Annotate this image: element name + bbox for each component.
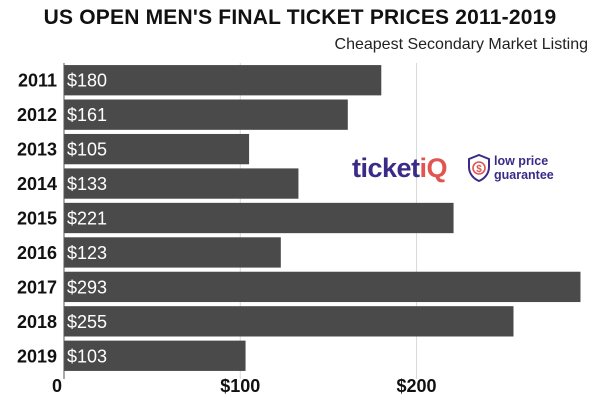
bar-2013 [64, 133, 250, 165]
bar-2019 [64, 340, 246, 371]
bar-2016 [64, 237, 281, 268]
data-label-2017: $293 [67, 277, 107, 297]
data-label-2015: $221 [67, 209, 107, 229]
bar-2018 [64, 306, 514, 337]
category-label-2011: 2011 [18, 71, 57, 91]
category-label-2019: 2019 [17, 346, 57, 366]
category-label-2016: 2016 [17, 243, 57, 263]
logo-tagline: low price guarantee [494, 154, 554, 182]
category-label-2014: 2014 [17, 174, 57, 194]
category-label-2012: 2012 [17, 105, 57, 125]
bar-2017 [64, 271, 581, 303]
category-label-2015: 2015 [17, 209, 57, 229]
x-tick-label-2: $200 [397, 376, 437, 396]
x-tick-label-1: $100 [220, 376, 260, 396]
category-label-2013: 2013 [17, 140, 57, 160]
data-label-2016: $123 [67, 243, 107, 263]
x-tick-label-0: 0 [52, 376, 62, 396]
data-label-2014: $133 [67, 174, 107, 194]
chart-title: US OPEN MEN'S FINAL TICKET PRICES 2011-2… [43, 6, 557, 29]
data-label-2018: $255 [67, 312, 107, 332]
bar-2014 [64, 168, 299, 199]
bar-2012 [64, 99, 348, 130]
chart-subtitle: Cheapest Secondary Market Listing [334, 36, 588, 53]
bar-2011 [64, 65, 382, 96]
svg-text:$: $ [476, 164, 482, 175]
data-label-2011: $180 [67, 71, 107, 91]
data-label-2012: $161 [67, 105, 107, 125]
data-label-2013: $105 [67, 140, 107, 160]
category-label-2017: 2017 [17, 277, 57, 297]
category-label-2018: 2018 [17, 312, 57, 332]
data-label-2019: $103 [67, 346, 107, 366]
shield-dollar-icon: $ [468, 154, 490, 182]
bar-2015 [64, 202, 454, 234]
logo-wordmark: ticketiQ [352, 153, 448, 183]
